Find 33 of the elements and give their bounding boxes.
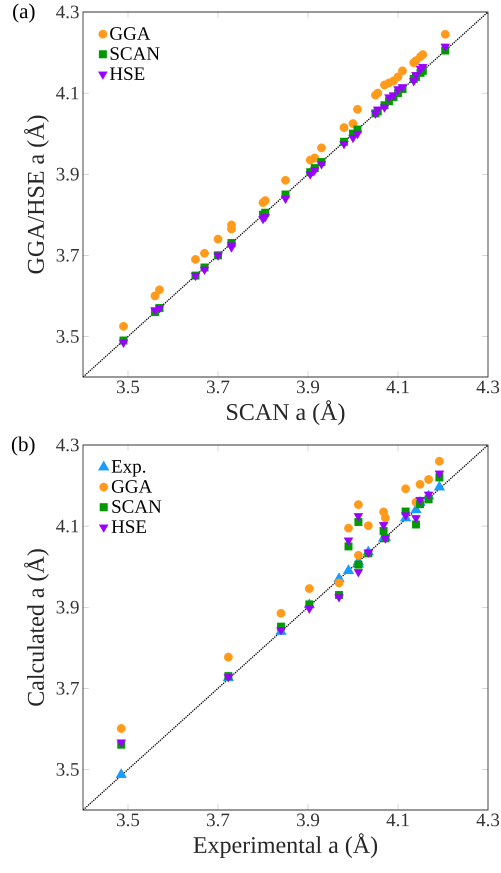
- x-tick-label: 4.3: [476, 380, 500, 394]
- legend-label: GGA: [112, 480, 152, 493]
- y-axis-title: Calculated a (Å): [24, 549, 49, 706]
- y-tick-label: 4.1: [56, 520, 78, 533]
- y-tick-label: 4.3: [56, 6, 79, 18]
- x-tick-label: 3.5: [117, 380, 140, 394]
- y-tick-label: 3.9: [56, 168, 79, 181]
- chart-title: (a): [13, 4, 35, 23]
- x-tick-label: 4.3: [476, 814, 500, 826]
- x-tick-label: 4.1: [386, 814, 409, 826]
- y-axis-title: GGA/HSE a (Å): [24, 116, 49, 274]
- x-tick-label: 3.9: [297, 380, 320, 394]
- x-axis-title: Experimental a (Å): [194, 833, 378, 858]
- legend-label: Exp.: [112, 460, 146, 477]
- y-tick-label: 3.9: [56, 600, 79, 614]
- legend-label: HSE: [112, 520, 146, 534]
- legend-label: SCAN: [110, 47, 160, 60]
- legend-label: SCAN: [112, 500, 162, 513]
- legend-label: GGA: [110, 27, 150, 40]
- y-tick-label: 3.5: [56, 763, 79, 776]
- x-tick-label: 4.1: [386, 380, 409, 394]
- y-tick-label: 3.7: [56, 248, 79, 262]
- y-tick-label: 3.5: [56, 330, 79, 343]
- x-axis-title: SCAN a (Å): [227, 400, 344, 426]
- y-tick-label: 4.3: [56, 438, 79, 452]
- y-tick-label: 4.1: [56, 86, 78, 100]
- x-tick-label: 3.5: [117, 814, 140, 826]
- x-tick-label: 3.9: [297, 814, 320, 826]
- y-tick-label: 3.7: [56, 682, 79, 695]
- legend-label: HSE: [110, 67, 144, 80]
- x-tick-label: 3.7: [207, 814, 230, 826]
- chart-title: (b): [12, 436, 35, 456]
- x-tick-label: 3.7: [207, 380, 230, 394]
